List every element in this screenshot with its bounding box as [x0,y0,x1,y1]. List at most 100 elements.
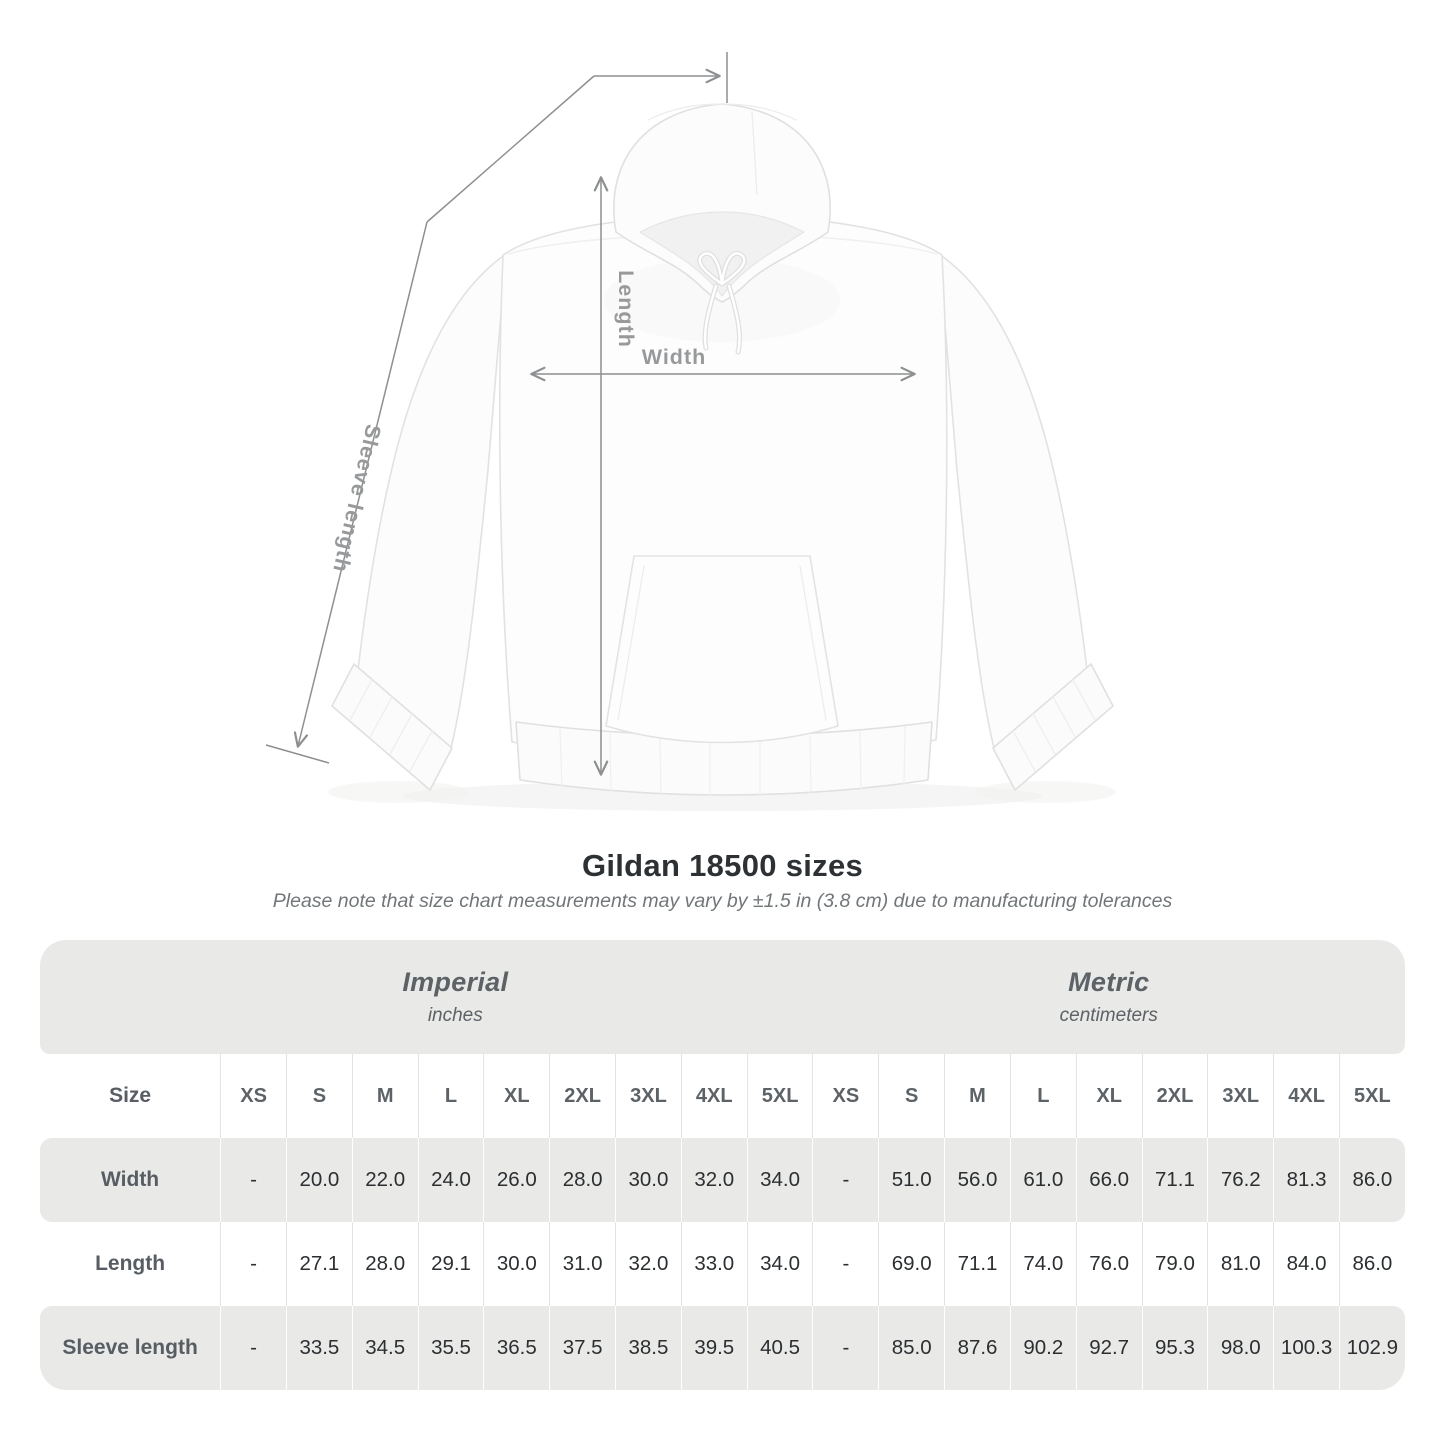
imperial-value-cell: 20.0 [285,1138,352,1222]
size-col-metric-s: S [878,1054,944,1138]
size-header-row: Size XS S M L XL 2XL 3XL 4XL 5XL XS S M L XL 2XL 3XL 4XL 5… [40,1054,1405,1138]
hoodie-right-sleeve [938,253,1088,753]
metric-value-cell: 69.0 [878,1222,944,1306]
measurement-lines [265,52,916,776]
size-col-imperial-s: S [285,1054,352,1138]
size-col-metric-xs: XS [812,1054,878,1138]
metric-value-cell: 76.2 [1207,1138,1273,1222]
row-label: Length [95,1252,166,1275]
imperial-value-cell: 33.0 [680,1222,747,1306]
row-label: Sleeve length [62,1336,198,1359]
metric-value-cell: 98.0 [1207,1306,1273,1390]
size-col-metric-m: M [944,1054,1010,1138]
hoodie-right-cuff [992,663,1114,791]
metric-value-cell: 90.2 [1009,1306,1076,1390]
imperial-value-cell: 37.5 [549,1306,615,1390]
imperial-value-cell: 30.0 [615,1138,681,1222]
size-col-imperial-5xl: 5XL [746,1054,813,1138]
metric-value-cell: - [812,1306,878,1390]
metric-value-cell: 74.0 [1009,1222,1076,1306]
metric-value-cell: 86.0 [1338,1138,1405,1222]
size-table: Imperial inches Metric centimeters Size X… [40,940,1405,1390]
metric-value-cell: 79.0 [1141,1222,1208,1306]
imperial-value-cell: 38.5 [615,1306,681,1390]
hoodie-drawstrings [697,250,747,355]
metric-value-cell: - [812,1138,878,1222]
size-col-imperial-3xl: 3XL [615,1054,681,1138]
measurement-row-width: Width -20.0 22.0 24.0 26.0 28.0 30.0 32.0 34.0-5… [40,1138,1405,1222]
size-col-imperial-l: L [417,1054,484,1138]
metric-unit: centimeters [1059,1005,1158,1026]
imperial-value-cell: 32.0 [680,1138,747,1222]
product-shadow [328,781,1116,811]
imperial-value-cell: 28.0 [549,1138,615,1222]
imperial-value-cell: 34.0 [746,1138,813,1222]
size-col-imperial-xl: XL [483,1054,549,1138]
size-table-rows: Size XS S M L XL 2XL 3XL 4XL 5XL XS S M L XL 2XL 3XL 4XL 5… [40,1054,1405,1390]
hoodie-pocket [605,555,839,744]
sleeve-bottom-tick [265,744,330,764]
hoodie-left-sleeve [357,253,507,753]
metric-value-cell: 84.0 [1273,1222,1339,1306]
metric-value-cell: 76.0 [1075,1222,1142,1306]
unit-header-band: Imperial inches Metric centimeters [40,940,1405,1054]
metric-value-cell: 71.1 [1141,1138,1208,1222]
size-header-label: Size [109,1084,152,1107]
row-label: Width [101,1168,160,1191]
imperial-value-cell: 29.1 [417,1222,484,1306]
metric-value-cell: 86.0 [1338,1222,1405,1306]
metric-value-cell: 71.1 [944,1222,1010,1306]
width-label: Width [642,345,707,369]
size-col-metric-3xl: 3XL [1207,1054,1273,1138]
metric-value-cell: 81.3 [1273,1138,1339,1222]
measurement-row-length: Length -27.1 28.0 29.1 30.0 31.0 32.0 33.0 34.0-… [40,1222,1405,1306]
metric-value-cell: 61.0 [1009,1138,1076,1222]
metric-value-cell: 102.9 [1338,1306,1405,1390]
size-col-imperial-4xl: 4XL [680,1054,747,1138]
size-col-imperial-m: M [351,1054,418,1138]
imperial-value-cell: 35.5 [417,1306,484,1390]
imperial-value-cell: 27.1 [285,1222,352,1306]
imperial-value-cell: - [220,1222,286,1306]
metric-value-cell: - [812,1222,878,1306]
hoodie-left-cuff [331,663,453,791]
imperial-value-cell: 34.5 [351,1306,418,1390]
measurement-row-sleeve-length: Sleeve length -33.5 34.5 35.5 36.5 37.5 38.5 39… [40,1306,1405,1390]
size-col-metric-5xl: 5XL [1338,1054,1405,1138]
length-label: Length [614,270,638,348]
page-title: Gildan 18500 sizes [581,848,864,883]
tolerance-note: Please note that size chart measurements… [272,890,1173,912]
metric-value-cell: 100.3 [1273,1306,1339,1390]
imperial-value-cell: - [220,1138,286,1222]
imperial-title: Imperial [402,967,509,997]
metric-value-cell: 56.0 [944,1138,1010,1222]
imperial-unit: inches [427,1005,483,1026]
imperial-value-cell: 32.0 [615,1222,681,1306]
imperial-value-cell: - [220,1306,286,1390]
imperial-header: Imperial inches [40,940,813,1054]
imperial-value-cell: 26.0 [483,1138,549,1222]
size-col-imperial-2xl: 2XL [549,1054,615,1138]
metric-value-cell: 95.3 [1141,1306,1208,1390]
imperial-value-cell: 28.0 [351,1222,418,1306]
size-col-metric-2xl: 2XL [1141,1054,1208,1138]
metric-value-cell: 66.0 [1075,1138,1142,1222]
size-col-metric-xl: XL [1075,1054,1142,1138]
imperial-value-cell: 22.0 [351,1138,418,1222]
imperial-value-cell: 34.0 [746,1222,813,1306]
imperial-value-cell: 40.5 [746,1306,813,1390]
metric-header: Metric centimeters [813,940,1405,1054]
imperial-value-cell: 24.0 [417,1138,484,1222]
imperial-value-cell: 30.0 [483,1222,549,1306]
imperial-value-cell: 39.5 [680,1306,747,1390]
sleeve-diagonal-lower [293,221,428,748]
imperial-value-cell: 36.5 [483,1306,549,1390]
metric-value-cell: 85.0 [878,1306,944,1390]
metric-value-cell: 51.0 [878,1138,944,1222]
imperial-value-cell: 31.0 [549,1222,615,1306]
size-col-imperial-xs: XS [220,1054,286,1138]
hoodie-graphic [331,103,1114,797]
metric-value-cell: 87.6 [944,1306,1010,1390]
metric-title: Metric [1068,967,1150,997]
sleeve-diagonal-upper [426,75,595,223]
